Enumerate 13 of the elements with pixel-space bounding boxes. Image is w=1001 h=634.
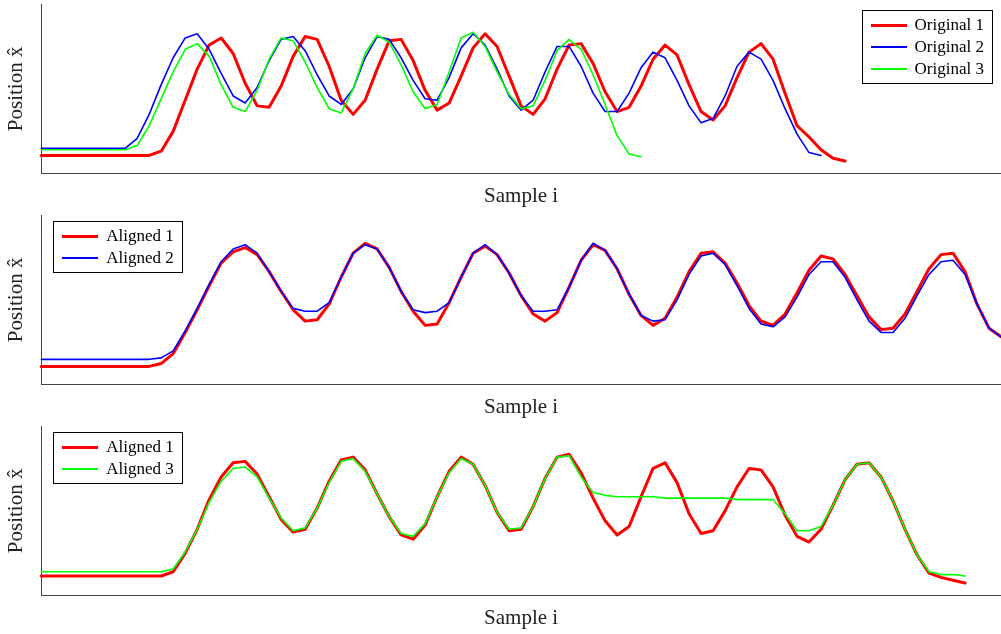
legend-label: Aligned 3 xyxy=(106,458,174,480)
x-axis-title: Sample i xyxy=(484,393,559,418)
legend-label: Original 2 xyxy=(914,36,984,58)
legend-label: Aligned 1 xyxy=(106,436,174,458)
y-axis-title: Position x̂ xyxy=(3,257,28,343)
x-axis-title: Sample i xyxy=(484,182,559,207)
y-axis-title: Position x̂ xyxy=(3,46,28,132)
y-axis-title: Position x̂ xyxy=(3,468,28,554)
x-axis-title: Sample i xyxy=(484,604,559,629)
legend-label: Original 3 xyxy=(914,58,984,80)
legend-label: Aligned 1 xyxy=(106,225,174,247)
legend-label: Aligned 2 xyxy=(106,247,174,269)
legend-label: Original 1 xyxy=(914,14,984,36)
